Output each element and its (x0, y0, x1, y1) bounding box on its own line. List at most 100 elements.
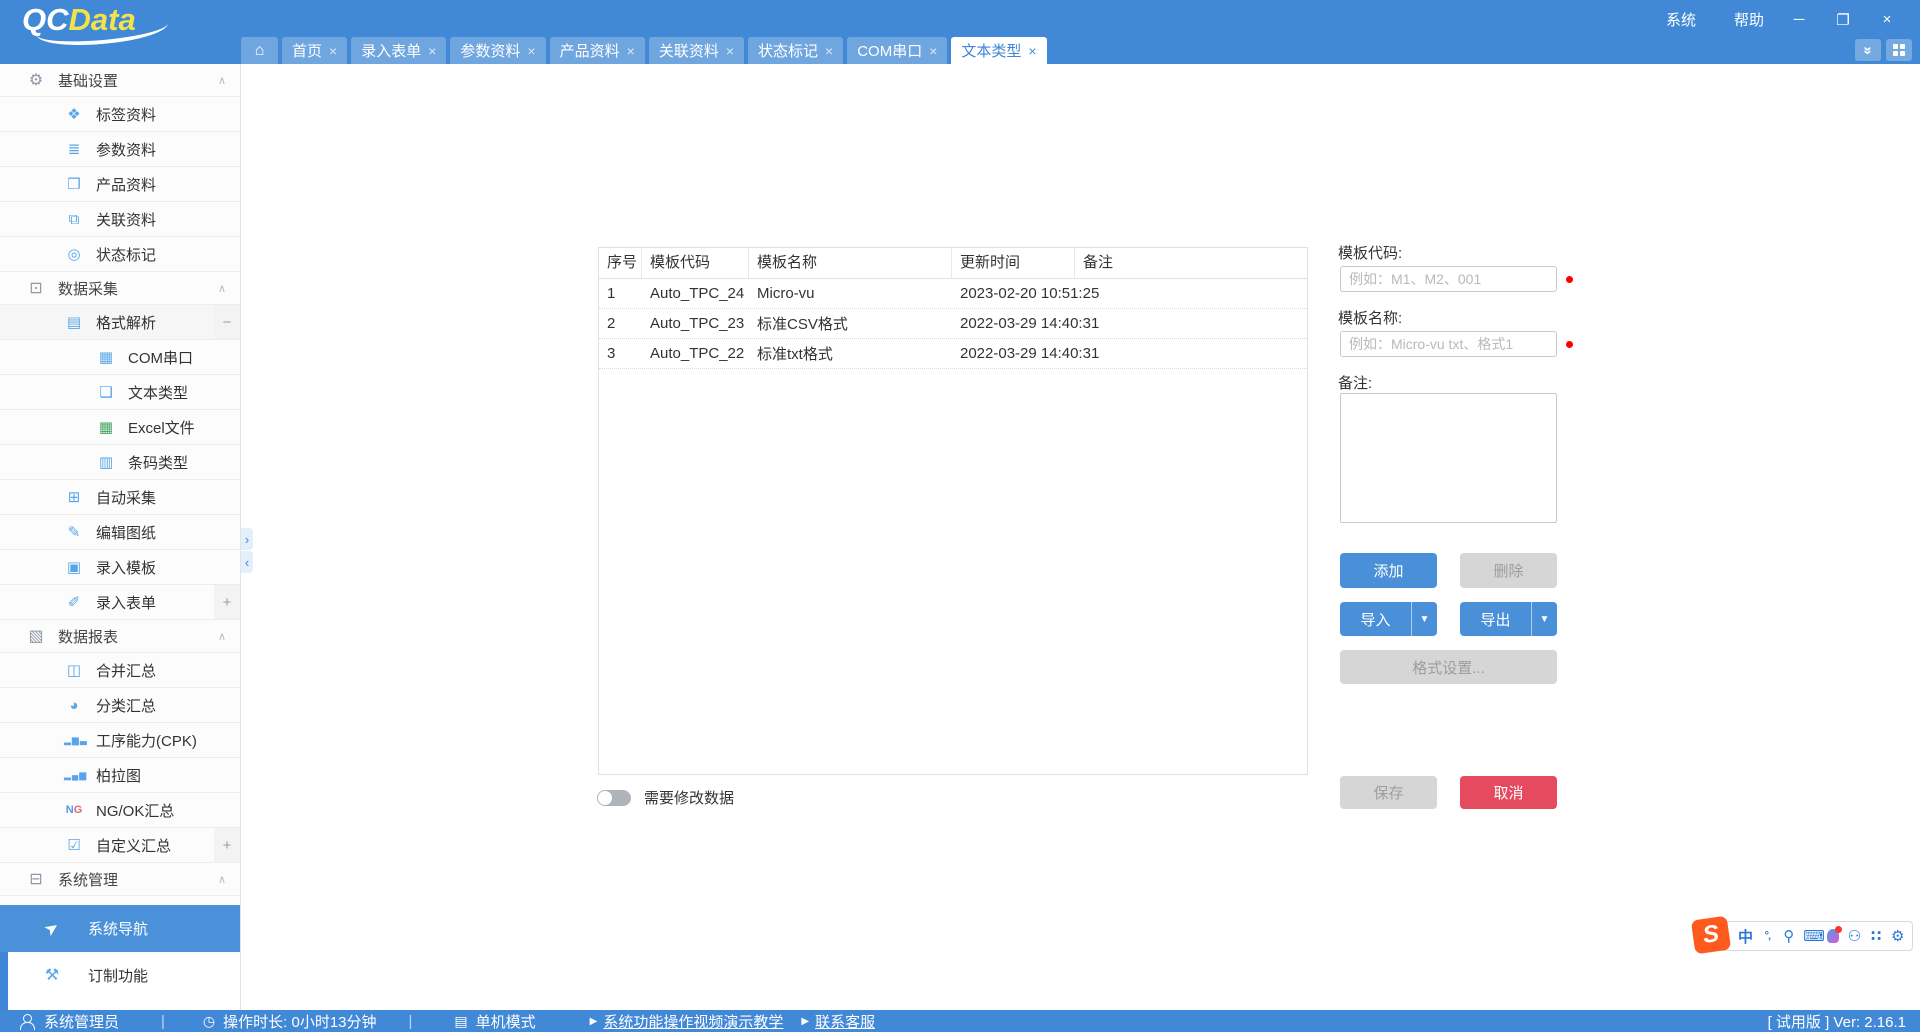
tab-close-icon[interactable]: × (1028, 42, 1037, 59)
sidebar-item-custom-function[interactable]: ⚒ 订制功能 (0, 952, 240, 998)
tab-com-serial[interactable]: COM串口 × (847, 37, 948, 64)
menu-system[interactable]: 系统 (1665, 12, 1696, 29)
col-template-name[interactable]: 模板名称 (749, 248, 952, 278)
sidebar-item-entry-template[interactable]: ▣ 录入模板 (0, 550, 240, 585)
cancel-button[interactable]: 取消 (1460, 776, 1557, 809)
sidebar-item-process-capability-cpk[interactable]: ▂▆▃ 工序能力(CPK) (0, 723, 240, 758)
microphone-icon[interactable]: ⚲ (1783, 928, 1795, 945)
ime-settings-icon[interactable]: ⚙ (1890, 928, 1905, 945)
sidebar-item-format-parse[interactable]: ▤ 格式解析 − (0, 305, 240, 340)
tab-close-icon[interactable]: × (329, 42, 338, 59)
skin-icon[interactable] (1827, 926, 1843, 943)
sidebar-item-excel-file[interactable]: ▦ Excel文件 (0, 410, 240, 445)
chinese-mode-icon[interactable]: 中 (1738, 928, 1754, 946)
cell-index: 1 (607, 285, 616, 302)
tab-text-type[interactable]: 文本类型 × (951, 37, 1047, 64)
sidebar-item-text-type[interactable]: ❏ 文本类型 (0, 375, 240, 410)
sidebar-item-auto-collect[interactable]: ⊞ 自动采集 (0, 480, 240, 515)
tab-close-icon[interactable]: × (626, 42, 635, 59)
note-textarea[interactable] (1340, 393, 1557, 523)
video-tutorial-link[interactable]: ▶ 系统功能操作视频演示教学 (590, 1011, 784, 1032)
expand-panel-right-icon[interactable]: › (241, 528, 253, 550)
restore-icon[interactable]: ❐ (1836, 11, 1850, 29)
separator: | (408, 1012, 413, 1030)
menu-help[interactable]: 帮助 (1733, 12, 1764, 29)
sidebar-section-basic-settings[interactable]: ⚙ 基础设置 ∧ (0, 64, 240, 97)
inbox-icon: ⊡ (29, 280, 43, 297)
collapse-minus-icon[interactable]: − (214, 305, 240, 339)
delete-button[interactable]: 删除 (1460, 553, 1557, 588)
close-icon[interactable]: × (1882, 11, 1892, 28)
sidebar-item-custom-summary[interactable]: ☑ 自定义汇总 + (0, 828, 240, 863)
expand-plus-icon[interactable]: + (214, 585, 240, 619)
chart-monitor-icon: ▧ (28, 628, 44, 645)
collapse-tabs-button[interactable]: » (1855, 39, 1881, 61)
required-dot-icon (1566, 276, 1573, 283)
sidebar-item-relation-data[interactable]: ⧉ 关联资料 (0, 202, 240, 237)
format-settings-button[interactable]: 格式设置... (1340, 650, 1557, 684)
chevron-down-icon[interactable]: ▼ (1411, 602, 1437, 636)
sidebar-item-category-summary[interactable]: ◕ 分类汇总 (0, 688, 240, 723)
expand-plus-icon[interactable]: + (214, 828, 240, 862)
sidebar-section-data-collection[interactable]: ⊡ 数据采集 ∧ (0, 272, 240, 305)
tab-entry-form[interactable]: 录入表单 × (351, 37, 447, 64)
tab-close-icon[interactable]: × (929, 42, 938, 59)
sidebar-section-data-report[interactable]: ▧ 数据报表 ∧ (0, 620, 240, 653)
table-row[interactable]: 1 Auto_TPC_24 Micro-vu 2023-02-20 10:51:… (599, 279, 1307, 309)
tab-status-mark[interactable]: 状态标记 × (748, 37, 844, 64)
table-row[interactable]: 2 Auto_TPC_23 标准CSV格式 2022-03-29 14:40:3… (599, 309, 1307, 339)
tab-close-icon[interactable]: × (428, 42, 437, 59)
sidebar-item-ng-ok-summary[interactable]: NG NG/OK汇总 (0, 793, 240, 828)
col-note[interactable]: 备注 (1083, 254, 1114, 271)
play-icon: ▶ (589, 1015, 598, 1027)
status-user: 系统管理员 (20, 1011, 119, 1032)
template-name-input[interactable] (1340, 331, 1557, 357)
tab-param-data[interactable]: 参数资料 × (450, 37, 546, 64)
sidebar-item-status-mark[interactable]: ◎ 状态标记 (0, 237, 240, 272)
support-link-text: 联系客服 (815, 1013, 876, 1031)
export-button[interactable]: 导出 ▼ (1460, 602, 1557, 636)
col-index[interactable]: 序号 (599, 248, 642, 278)
duration-text: 操作时长: 0小时13分钟 (223, 1013, 377, 1031)
tab-home[interactable]: ⌂ (241, 37, 278, 64)
barcode-icon: ▥ (98, 454, 114, 471)
sidebar-item-pareto-chart[interactable]: ▂▄▆ 柏拉图 (0, 758, 240, 793)
import-button[interactable]: 导入 ▼ (1340, 602, 1437, 636)
sidebar-item-entry-form[interactable]: ✐ 录入表单 + (0, 585, 240, 620)
add-button[interactable]: 添加 (1340, 553, 1437, 588)
sidebar-item-merge-summary[interactable]: ◫ 合并汇总 (0, 653, 240, 688)
table-row[interactable]: 3 Auto_TPC_22 标准txt格式 2022-03-29 14:40:3… (599, 339, 1307, 369)
template-code-input[interactable] (1340, 266, 1557, 292)
tab-relation-data[interactable]: 关联资料 × (648, 37, 745, 64)
sidebar-item-edit-drawing[interactable]: ✎ 编辑图纸 (0, 515, 240, 550)
cell-index: 2 (607, 315, 616, 332)
col-update-time[interactable]: 更新时间 (952, 248, 1075, 278)
ai-assistant-icon[interactable]: ⚇ (1847, 928, 1862, 945)
keyboard-icon[interactable]: ⌨ (1803, 928, 1825, 945)
collapse-panel-left-icon[interactable]: ‹ (241, 551, 253, 573)
minimize-icon[interactable]: ─ (1793, 11, 1805, 28)
tab-close-icon[interactable]: × (527, 42, 536, 59)
col-template-code[interactable]: 模板代码 (642, 248, 749, 278)
tab-close-icon[interactable]: × (825, 42, 834, 59)
sidebar-item-param-data[interactable]: ≣ 参数资料 (0, 132, 240, 167)
tab-product-data[interactable]: 产品资料 × (549, 37, 645, 64)
modify-data-toggle[interactable] (597, 789, 631, 806)
tab-close-icon[interactable]: × (725, 42, 735, 59)
contact-support-link[interactable]: ▶ 联系客服 (801, 1011, 875, 1032)
sidebar-item-barcode-type[interactable]: ▥ 条码类型 (0, 445, 240, 480)
pencil-icon: ✎ (67, 524, 81, 541)
punctuation-icon[interactable]: °‚ (1764, 930, 1771, 942)
sidebar-item-com-serial[interactable]: ▦ COM串口 (0, 340, 240, 375)
sogou-logo-icon[interactable]: S (1690, 915, 1732, 955)
sidebar-item-product-data[interactable]: ❒ 产品资料 (0, 167, 240, 202)
tab-homepage[interactable]: 首页 × (282, 37, 348, 64)
chevron-down-icon[interactable]: ▼ (1531, 602, 1557, 636)
sidebar-section-system-management[interactable]: ⊟ 系统管理 ∧ (0, 863, 240, 896)
note-label: 备注: (1338, 375, 1373, 392)
save-button[interactable]: 保存 (1340, 776, 1437, 809)
sidebar-item-tag-data[interactable]: ❖ 标签资料 (0, 97, 240, 132)
apps-grid-icon[interactable]: ∷ (1870, 928, 1882, 945)
tab-overview-button[interactable] (1886, 39, 1912, 61)
sidebar-item-system-navigation[interactable]: ➤ 系统导航 (0, 905, 240, 952)
